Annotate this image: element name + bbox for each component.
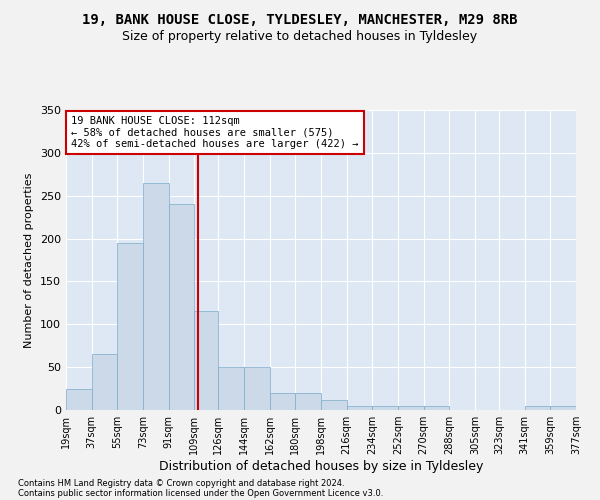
Text: 19, BANK HOUSE CLOSE, TYLDESLEY, MANCHESTER, M29 8RB: 19, BANK HOUSE CLOSE, TYLDESLEY, MANCHES… [82,12,518,26]
X-axis label: Distribution of detached houses by size in Tyldesley: Distribution of detached houses by size … [159,460,483,473]
Bar [117,243,143,410]
Bar [169,204,194,410]
Bar [525,406,550,410]
Bar [372,406,398,410]
Bar [92,354,117,410]
Bar [424,406,449,410]
Bar [270,393,295,410]
Text: Size of property relative to detached houses in Tyldesley: Size of property relative to detached ho… [122,30,478,43]
Bar [194,312,218,410]
Text: Contains public sector information licensed under the Open Government Licence v3: Contains public sector information licen… [18,488,383,498]
Bar [550,406,576,410]
Bar [66,388,92,410]
Bar [347,406,372,410]
Bar [295,393,321,410]
Bar [398,406,424,410]
Bar [218,367,244,410]
Bar [321,400,347,410]
Y-axis label: Number of detached properties: Number of detached properties [25,172,34,348]
Bar [244,367,270,410]
Text: Contains HM Land Registry data © Crown copyright and database right 2024.: Contains HM Land Registry data © Crown c… [18,478,344,488]
Text: 19 BANK HOUSE CLOSE: 112sqm
← 58% of detached houses are smaller (575)
42% of se: 19 BANK HOUSE CLOSE: 112sqm ← 58% of det… [71,116,359,149]
Bar [143,183,169,410]
